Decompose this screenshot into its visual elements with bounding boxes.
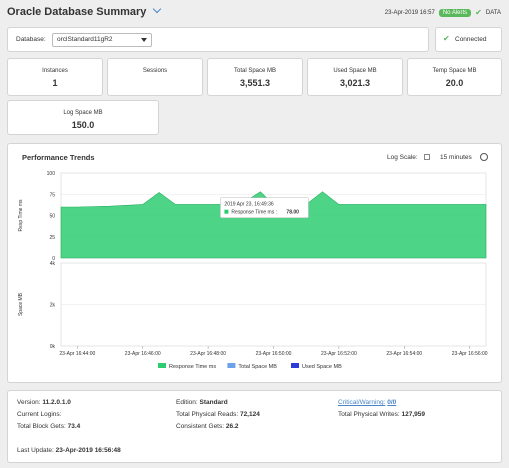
tooltip-series: Response Time ms : <box>231 210 277 216</box>
edition-line: Edition: Standard <box>176 399 228 406</box>
log-scale-checkbox[interactable] <box>424 154 430 160</box>
tooltip-value: 78.00 <box>286 210 299 216</box>
legend-swatch <box>291 363 299 368</box>
y-tick-label: 4k <box>50 261 56 267</box>
kpi-value: 20.0 <box>445 78 464 88</box>
log-scale-label: Log Scale: <box>387 154 418 161</box>
tooltip-swatch <box>224 209 229 214</box>
page-title: Oracle Database Summary <box>7 6 147 18</box>
performance-trends-card: Performance Trends Log Scale: 15 minutes… <box>7 143 502 383</box>
logins-line: Current Logins: <box>17 411 62 418</box>
connection-status: Connected <box>455 36 487 43</box>
kpi-used-space[interactable]: Used Space MB 3,021.3 <box>307 58 403 96</box>
alert-badge[interactable]: No Alerts <box>438 8 472 17</box>
kpi-instances[interactable]: Instances 1 <box>7 58 103 96</box>
chevron-down-icon <box>141 38 147 42</box>
check-icon: ✔ <box>443 34 450 43</box>
x-tick-label: 23-Apr 16:48:00 <box>190 351 226 357</box>
x-tick-label: 23-Apr 16:50:00 <box>256 351 292 357</box>
consistent-gets-line: Consistent Gets: 26.2 <box>176 423 239 430</box>
y-tick-label: 25 <box>49 235 55 241</box>
tooltip-time: 2019 Apr 23, 16:49:36 <box>224 202 273 208</box>
kpi-label: Instances <box>42 68 68 74</box>
x-tick-label: 23-Apr 16:52:00 <box>321 351 357 357</box>
kpi-label: Sessions <box>142 68 168 74</box>
kpi-value: 1 <box>52 78 58 88</box>
x-tick-label: 23-Apr 16:54:00 <box>386 351 422 357</box>
y-tick-label: 0 <box>52 256 55 262</box>
bottom-y-axis-label: Space MB <box>18 292 24 316</box>
database-select[interactable]: orclStandard11gR2 <box>52 33 152 47</box>
kpi-label: Log Space MB <box>63 110 103 116</box>
last-update-line: Last Update: 23-Apr-2019 16:56:48 <box>17 447 121 454</box>
legend-label: Response Time ms <box>169 364 216 370</box>
kpi-label: Total Space MB <box>233 68 277 74</box>
header-status: 23-Apr-2019 16:57 No Alerts ✔ DATA <box>385 8 501 17</box>
kpi-label: Temp Space MB <box>432 68 477 74</box>
check-icon: ✔ <box>475 8 482 17</box>
block-gets-line: Total Block Gets: 73.4 <box>17 423 81 430</box>
y-tick-label: 2k <box>50 303 56 309</box>
kpi-label: Used Space MB <box>333 68 377 74</box>
data-label: DATA <box>485 9 501 16</box>
kpi-value: 3,551.3 <box>239 78 271 88</box>
connection-status-card: ✔ Connected <box>435 27 502 52</box>
kpi-temp-space[interactable]: Temp Space MB 20.0 <box>407 58 502 96</box>
kpi-log-space[interactable]: Log Space MB 150.0 <box>7 100 159 135</box>
database-selector-card: Database: orclStandard11gR2 <box>7 27 429 52</box>
phys-writes-line: Total Physical Writes: 127,959 <box>338 411 425 418</box>
chevron-down-icon[interactable] <box>152 4 162 14</box>
performance-chart[interactable]: 100 75 50 25 0 Resp Time ms 2019 Apr 23, 16:49… <box>8 164 501 382</box>
kpi-value: 150.0 <box>71 120 95 130</box>
tooltip-box <box>220 197 309 218</box>
trends-title: Performance Trends <box>22 153 95 162</box>
clock-icon[interactable] <box>480 153 488 161</box>
kpi-sessions[interactable]: Sessions <box>107 58 203 96</box>
legend-swatch <box>158 363 166 368</box>
legend-swatch <box>227 363 236 368</box>
legend-label: Total Space MB <box>238 364 277 370</box>
phys-reads-line: Total Physical Reads: 72,124 <box>176 411 260 418</box>
y-tick-label: 0k <box>50 344 56 350</box>
page-header: Oracle Database Summary <box>7 4 162 18</box>
database-label: Database: <box>16 36 46 43</box>
y-tick-label: 100 <box>47 171 56 177</box>
legend-label: Used Space MB <box>302 364 342 370</box>
y-tick-label: 75 <box>49 192 55 198</box>
x-tick-label: 23-Apr 16:46:00 <box>125 351 161 357</box>
kpi-total-space[interactable]: Total Space MB 3,551.3 <box>207 58 303 96</box>
database-select-value: orclStandard11gR2 <box>57 36 113 43</box>
x-tick-label: 23-Apr 16:44:00 <box>59 351 95 357</box>
version-line: Version: 11.2.0.1.0 <box>17 399 71 406</box>
y-tick-label: 50 <box>49 214 55 220</box>
x-tick-label: 23-Apr 16:56:00 <box>452 351 488 357</box>
kpi-value: 3,021.3 <box>339 78 371 88</box>
top-y-axis-label: Resp Time ms <box>18 199 24 231</box>
timestamp: 23-Apr-2019 16:57 <box>384 9 435 16</box>
time-range-select[interactable]: 15 minutes <box>440 154 472 161</box>
critical-warning-link[interactable]: Critical/Warning: 0/0 <box>338 399 397 406</box>
info-footer-card: Version: 11.2.0.1.0 Current Logins: Tota… <box>7 390 502 463</box>
